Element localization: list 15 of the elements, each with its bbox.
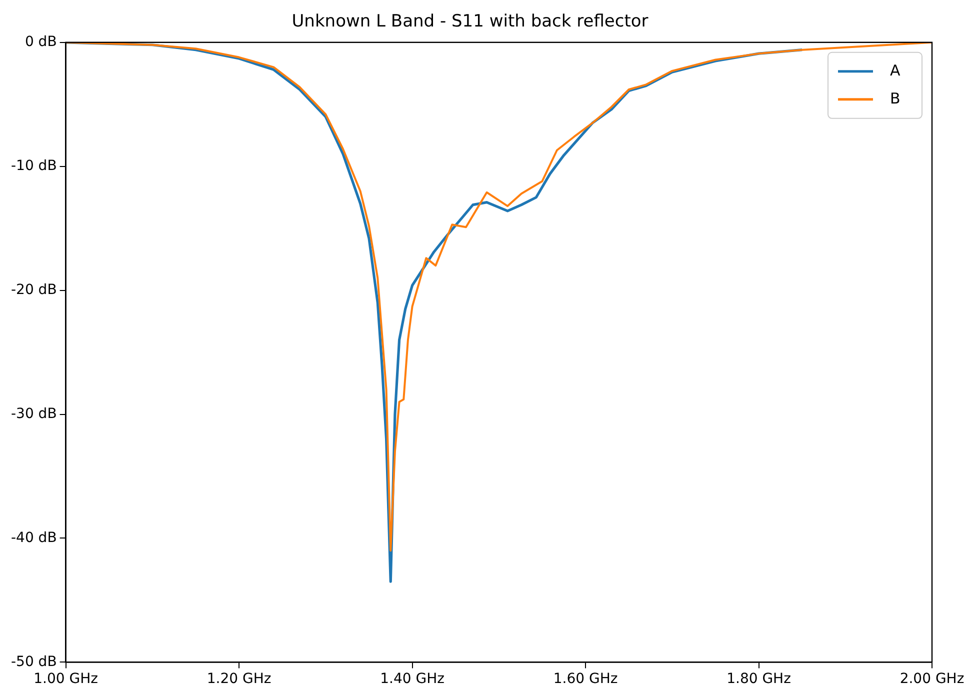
x-tick-label: 1.40 GHz bbox=[380, 671, 444, 688]
x-tick-label: 1.20 GHz bbox=[206, 671, 272, 688]
y-tick-label: -30 dB bbox=[10, 406, 57, 422]
x-tick-label: 1.60 GHz bbox=[553, 671, 618, 688]
chart-title: Unknown L Band - S11 with back reflector bbox=[292, 12, 648, 32]
y-tick-label: 0 dB bbox=[24, 34, 57, 50]
y-tick-label: -10 dB bbox=[10, 158, 57, 174]
x-tick-label: 1.00 GHz bbox=[34, 671, 98, 688]
legend-label: A bbox=[890, 61, 901, 80]
x-tick-label: 2.00 GHz bbox=[900, 671, 964, 688]
y-tick-label: -20 dB bbox=[10, 282, 57, 298]
y-tick-label: -40 dB bbox=[10, 530, 57, 546]
y-tick-label: -50 dB bbox=[10, 654, 57, 670]
legend-label: B bbox=[890, 89, 900, 108]
x-tick-label: 1.80 GHz bbox=[726, 671, 791, 688]
